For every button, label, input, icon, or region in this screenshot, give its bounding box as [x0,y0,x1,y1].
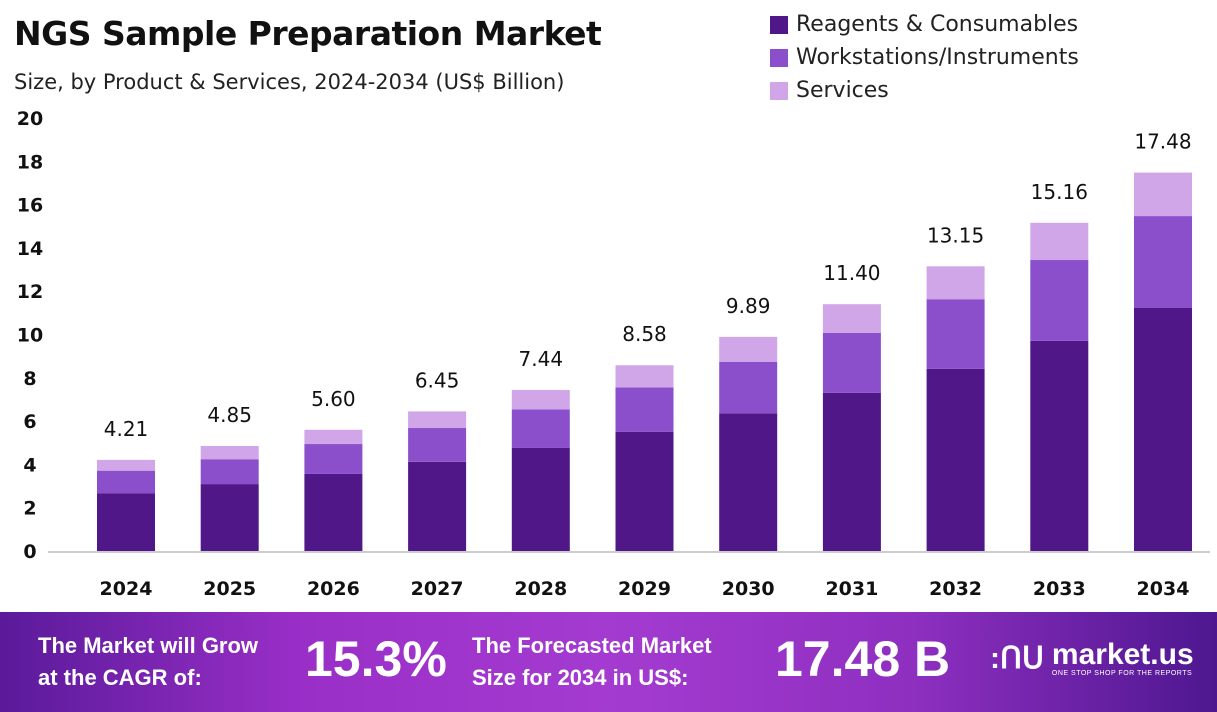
y-tick-label: 8 [23,368,36,390]
bar-chart: 0 2 4 6 8 10 12 14 16 18 20 4.21 2024 4.85 2025 5.60 202… [17,108,1210,600]
x-tick-label: 2024 [100,578,153,600]
bar-segment [615,365,674,388]
bar-segment [1134,307,1192,551]
cagr-value: 15.3% [305,631,447,687]
bar-segment [200,459,259,485]
y-tick-label: 14 [17,238,43,260]
logo-mark-icon: :ՈՍ [990,642,1044,675]
market-us-logo: :ՈՍ market.us ONE STOP SHOP FOR THE REPO… [990,638,1194,678]
y-tick-label: 20 [17,108,43,130]
y-tick-label: 0 [23,541,36,563]
legend-label: Reagents & Consumables [796,12,1079,37]
x-tick-label: 2034 [1137,578,1190,600]
bar-segment [97,493,155,551]
bar-segment [1134,216,1192,308]
bar-segment [408,428,467,462]
logo-tagline: ONE STOP SHOP FOR THE REPORTS [1051,670,1193,677]
bar-segment [304,444,363,474]
data-label: 9.89 [726,294,771,318]
bar-segment [822,332,881,393]
bar-segment [822,304,881,333]
x-tick-label: 2027 [411,578,464,600]
bar-segment [719,361,778,414]
bar-segment [1030,260,1089,341]
bar-segment [1030,222,1089,261]
legend: Reagents & Consumables Workstations/Inst… [770,8,1079,107]
bar-segment [304,473,363,551]
bar-segment [615,431,674,551]
y-tick-label: 4 [23,454,36,476]
legend-label: Services [796,78,889,103]
data-label: 15.16 [1031,180,1088,204]
x-tick-label: 2026 [307,578,360,600]
forecast-value: 17.48 B [775,631,951,687]
legend-swatch [770,15,788,34]
x-tick-label: 2032 [929,578,982,600]
x-tick-label: 2030 [722,578,775,600]
bar-segment [926,266,985,300]
bar-segment [408,461,467,551]
y-tick-label: 10 [17,325,43,347]
cagr-label-line2: at the CAGR of: [38,665,202,690]
legend-item-reagents: Reagents & Consumables [770,8,1079,41]
bar-segment [1134,172,1192,217]
bar-segment [511,409,570,448]
data-label: 17.48 [1134,130,1191,154]
legend-label: Workstations/Instruments [796,45,1079,70]
x-tick-label: 2028 [514,578,567,600]
forecast-label-line1: The Forecasted Market [472,633,712,658]
bar-segment [304,429,363,445]
bar-segment [615,387,674,432]
bar-segment [926,299,985,369]
bar-segment [719,336,778,362]
chart-subtitle: Size, by Product & Services, 2024-2034 (… [14,70,565,94]
bar-segment [511,447,570,551]
bar-segment [200,445,259,460]
data-label: 8.58 [622,322,667,346]
footer-banner: The Market will Grow at the CAGR of: 15.… [0,612,1217,712]
data-label: 6.45 [415,368,460,392]
y-tick-label: 6 [23,411,36,433]
bar-segment [926,368,985,551]
bar-segment [511,389,570,410]
chart-title: NGS Sample Preparation Market [14,14,602,53]
x-tick-label: 2033 [1033,578,1086,600]
data-label: 13.15 [927,223,984,247]
data-label: 5.60 [311,387,356,411]
data-label: 4.21 [104,417,149,441]
legend-swatch [770,81,788,100]
data-label: 11.40 [823,261,880,285]
cagr-label-line1: The Market will Grow [38,633,259,658]
data-label: 4.85 [207,403,252,427]
logo-name: market.us [1051,638,1194,671]
bar-segment [408,411,467,429]
bar-segment [822,392,881,551]
data-label: 7.44 [519,347,564,371]
y-tick-label: 18 [17,151,43,173]
bar-segment [200,484,259,551]
x-tick-label: 2025 [203,578,256,600]
legend-swatch [770,48,788,67]
x-tick-label: 2031 [825,578,878,600]
forecast-label-line2: Size for 2034 in US$: [472,665,689,690]
bar-segment [97,470,155,494]
y-tick-label: 16 [17,195,43,217]
legend-item-workstations: Workstations/Instruments [770,41,1079,74]
legend-item-services: Services [770,74,1079,107]
x-tick-label: 2029 [618,578,671,600]
y-tick-label: 2 [23,498,36,520]
bar-segment [97,459,155,471]
y-tick-label: 12 [17,281,43,303]
bar-segment [1030,340,1089,551]
bar-segment [719,413,778,551]
